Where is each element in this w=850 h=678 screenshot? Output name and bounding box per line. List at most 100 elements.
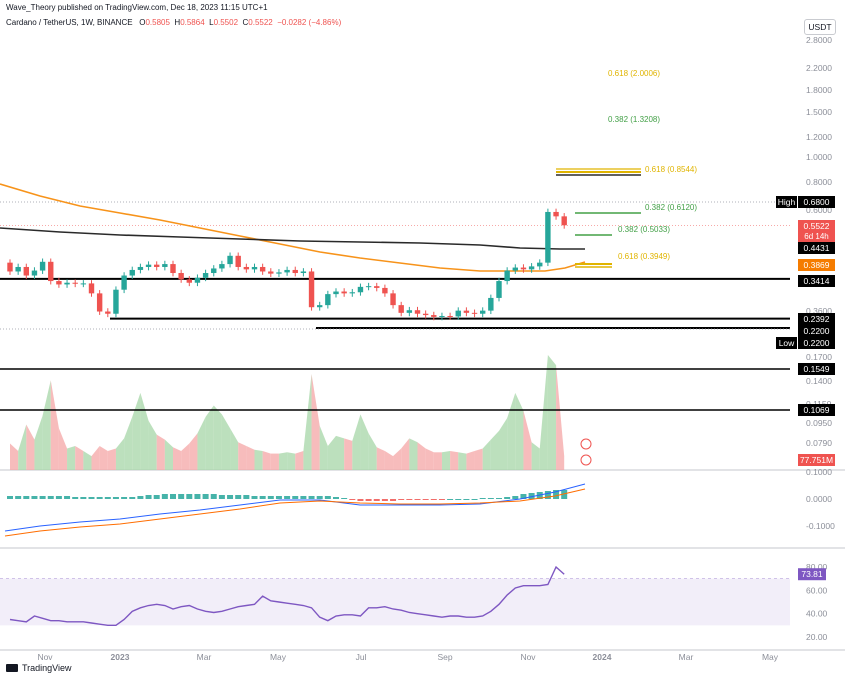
volume-area-segment (425, 448, 434, 470)
volume-area-segment (254, 449, 263, 470)
candle-body (488, 297, 494, 311)
candle-body (48, 261, 54, 282)
candle-body (23, 266, 29, 276)
volume-area-segment (262, 451, 271, 470)
macd-histogram-bar (194, 494, 201, 499)
candle-body (357, 286, 364, 293)
time-axis-tick: 2023 (111, 652, 130, 662)
candle-body (64, 282, 70, 285)
fib-label: 0.382 (0.6120) (645, 203, 697, 212)
macd-histogram-bar (251, 496, 258, 499)
candle-body (382, 287, 388, 294)
price-axis-tick: 0.0950 (806, 418, 832, 428)
candle-body (105, 311, 111, 314)
candle-body (537, 262, 543, 267)
macd-histogram-bar (31, 496, 38, 499)
price-tag-value: 0.3414 (804, 276, 830, 286)
macd-histogram-bar (161, 494, 168, 499)
macd-histogram-bar (7, 496, 13, 499)
candle-body (455, 310, 461, 317)
macd-histogram-bar (227, 495, 234, 499)
candle-body (96, 293, 103, 312)
symbol-pair: Cardano / TetherUS, 1W, BINANCE (6, 18, 133, 27)
volume-area-segment (344, 438, 353, 470)
currency-button[interactable]: USDT (804, 19, 836, 35)
volume-area-segment (531, 442, 540, 470)
volume-area-segment (368, 433, 377, 470)
macd-histogram-bar (55, 496, 62, 499)
macd-histogram-bar (292, 496, 299, 499)
macd-histogram-bar (398, 499, 405, 500)
macd-histogram-bar (553, 490, 560, 499)
macd-histogram-bar (170, 494, 176, 499)
price-axis-tick: 1.8000 (806, 85, 832, 95)
volume-area-segment (433, 452, 442, 470)
candle-body (561, 216, 567, 226)
candle-body (422, 313, 429, 316)
price-axis-tick: 0.3600 (806, 306, 832, 316)
macd-histogram-bar (357, 499, 364, 501)
price-tag-value: 0.2200 (804, 338, 830, 348)
candle-body (129, 269, 135, 276)
macd-histogram-bar (104, 497, 111, 499)
time-axis-tick: 2024 (593, 652, 612, 662)
macd-histogram-bar (373, 499, 380, 501)
candle-body (431, 315, 437, 317)
volume-area-segment (474, 448, 483, 470)
macd-histogram-bar (64, 496, 71, 499)
time-axis-tick: May (270, 652, 287, 662)
candle-body (374, 286, 380, 288)
macd-histogram-bar (243, 495, 250, 499)
time-axis-tick: Nov (520, 652, 536, 662)
rsi-axis-tick: 20.00 (806, 632, 828, 642)
price-axis-tick: 0.1700 (806, 352, 832, 362)
candle-body (88, 283, 95, 294)
volume-area-segment (67, 445, 76, 470)
candle-body (390, 293, 396, 306)
volume-area-segment (270, 453, 279, 470)
fib-label: 0.618 (0.8544) (645, 165, 697, 174)
candle-body (276, 272, 282, 274)
volume-area-segment (327, 435, 336, 470)
rsi-axis-tick: 40.00 (806, 609, 828, 619)
volume-area-segment (246, 445, 255, 470)
volume-area-segment (83, 451, 92, 470)
volume-area-segment (26, 424, 35, 470)
candle-body (463, 310, 470, 313)
price-axis-tick: 1.0000 (806, 152, 832, 162)
candle-body (162, 264, 168, 267)
candle-body (56, 281, 62, 285)
macd-histogram-bar (528, 493, 535, 499)
macd-histogram-bar (88, 497, 95, 499)
volume-area-segment (115, 438, 125, 470)
candle-body (39, 261, 46, 271)
price-axis-tick: 1.2000 (806, 132, 832, 142)
volume-area-segment (547, 355, 557, 470)
volume-area-segment (393, 448, 402, 470)
open-value: 0.5805 (145, 18, 170, 27)
change-value: −0.0282 (−4.86%) (277, 18, 342, 27)
volume-area-segment (482, 439, 491, 470)
candle-body (496, 281, 502, 298)
candle-body (349, 292, 355, 294)
macd-histogram-bar (447, 499, 454, 500)
volume-area-segment (287, 452, 296, 470)
macd-histogram-bar (210, 494, 217, 499)
macd-histogram-bar (235, 495, 242, 499)
time-axis-tick: Nov (37, 652, 53, 662)
macd-histogram-bar (15, 496, 22, 499)
candle-body (80, 283, 87, 285)
macd-axis-tick: 0.0000 (806, 494, 832, 504)
tradingview-logo: TradingView (6, 663, 72, 673)
rsi-axis-tick: 80.00 (806, 562, 828, 572)
price-tag-box (798, 325, 835, 337)
macd-histogram-bar (300, 496, 307, 499)
macd-line (4, 483, 586, 532)
candle-body (471, 312, 478, 314)
volume-area-segment (311, 373, 320, 470)
volume-area-segment (18, 424, 27, 470)
volume-area-segment (278, 452, 288, 470)
candle-body (202, 273, 209, 278)
macd-histogram-bar (316, 496, 323, 499)
